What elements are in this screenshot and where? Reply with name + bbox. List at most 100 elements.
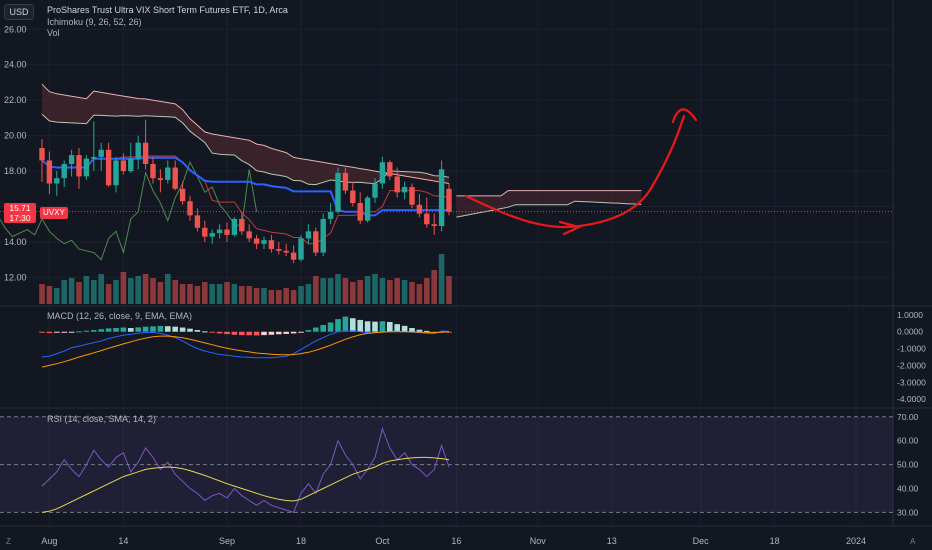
macd-histogram-bar [165,326,171,332]
x-tick-label: Dec [693,536,710,546]
volume-bar [335,274,341,304]
candle-body [350,190,356,203]
macd-histogram-bar [216,331,223,334]
macd-panel[interactable] [39,316,452,368]
price-panel[interactable] [0,83,893,304]
last-price-tag: 15.71 17:30 [4,203,36,223]
volume-bar [261,288,267,304]
macd-histogram-bar [54,331,60,333]
candle-body [276,249,282,251]
macd-histogram-bar [135,327,141,332]
candle-body [409,187,415,205]
forecast-curve [464,114,686,229]
candle-body [179,188,186,202]
candle-body [128,158,134,172]
macd-histogram-bar [76,331,82,333]
macd-histogram-bar [401,325,408,332]
macd-histogram-bar [202,331,208,333]
candle-body [142,142,149,164]
ichimoku-cloud-future [456,190,642,218]
volume-bar [224,282,230,304]
volume-bar [416,284,423,304]
candle-body [98,149,104,157]
volume-bar [91,280,97,304]
macd-histogram-bar [372,321,378,332]
volume-bar [350,282,356,304]
macd-legend[interactable]: MACD (12, 26, close, 9, EMA, EMA) [47,311,193,321]
macd-histogram-bar [98,329,104,332]
candle-body [424,213,430,225]
macd-tick-label: -2.0000 [897,360,926,370]
candle-body [305,231,312,239]
rsi-panel[interactable] [0,416,893,514]
candle-body [298,238,304,260]
volume-legend[interactable]: Vol [47,28,60,38]
macd-histogram-bar [46,331,53,334]
x-tick-label: 14 [118,536,128,546]
candle-body [202,227,208,237]
last-price: 15.71 [9,203,31,213]
candle-body [446,188,452,212]
y-tick-label: 14.00 [4,237,27,247]
senkou-span-b-future [456,190,642,197]
macd-histogram-bar [364,321,371,332]
volume-bar [157,282,164,304]
candle-body [335,172,341,212]
candle-body [253,238,260,244]
candle-body [342,172,349,191]
rsi-line [41,427,450,514]
bar-countdown: 17:30 [9,213,31,223]
candle-body [438,169,445,227]
chikou-span-line [0,160,258,261]
candle-body [246,231,252,239]
timezone-icon[interactable]: Z [6,537,11,546]
grid [0,0,932,527]
volume-bar [98,274,104,304]
macd-histogram-bar [268,331,275,335]
candle-body [327,211,334,219]
volume-bar [364,276,371,304]
volume-bar [290,290,297,304]
candle-body [216,229,223,234]
volume-bar [387,280,393,304]
candle-body [290,252,297,260]
rsi-tick-label: 60.00 [897,436,919,446]
macd-histogram-bar [298,331,304,333]
x-tick-label: Oct [375,536,390,546]
macd-histogram-bar [261,331,267,336]
macd-histogram-bar [409,328,415,332]
candle-body [364,197,371,221]
candle-body [194,215,201,228]
rsi-legend[interactable]: RSI (14, close, SMA, 14, 2) [47,414,157,424]
volume-bar [305,284,312,304]
ichimoku-legend[interactable]: Ichimoku (9, 26, 52, 26) [47,17,142,27]
candle-body [157,178,164,180]
currency-label[interactable]: USD [4,4,34,20]
macd-histogram-bar [313,327,319,332]
x-tick-label: 2024 [846,536,866,546]
volume-bar [298,286,304,304]
macd-histogram-bar [320,325,326,332]
macd-histogram-bar [105,328,112,332]
macd-tick-label: -1.0000 [897,344,926,354]
macd-histogram-bar [61,331,67,333]
macd-histogram-bar [128,328,134,332]
volume-bar [142,274,149,304]
macd-histogram-bar [335,319,341,332]
candle-body [83,158,90,177]
macd-histogram-bar [150,326,156,332]
macd-histogram-bar [394,324,400,332]
macd-histogram-bar [91,330,97,332]
volume-bar [431,270,437,304]
candle-body [135,142,141,159]
candle-body [150,163,156,179]
candle-body [431,224,437,227]
candle-body [379,162,386,184]
y-tick-label: 12.00 [4,272,27,282]
candle-body [320,218,326,253]
macd-histogram-bar [357,319,363,332]
macd-histogram-bar [179,327,186,332]
volume-bar [231,284,238,304]
auto-scale-toggle[interactable]: A [910,537,916,546]
